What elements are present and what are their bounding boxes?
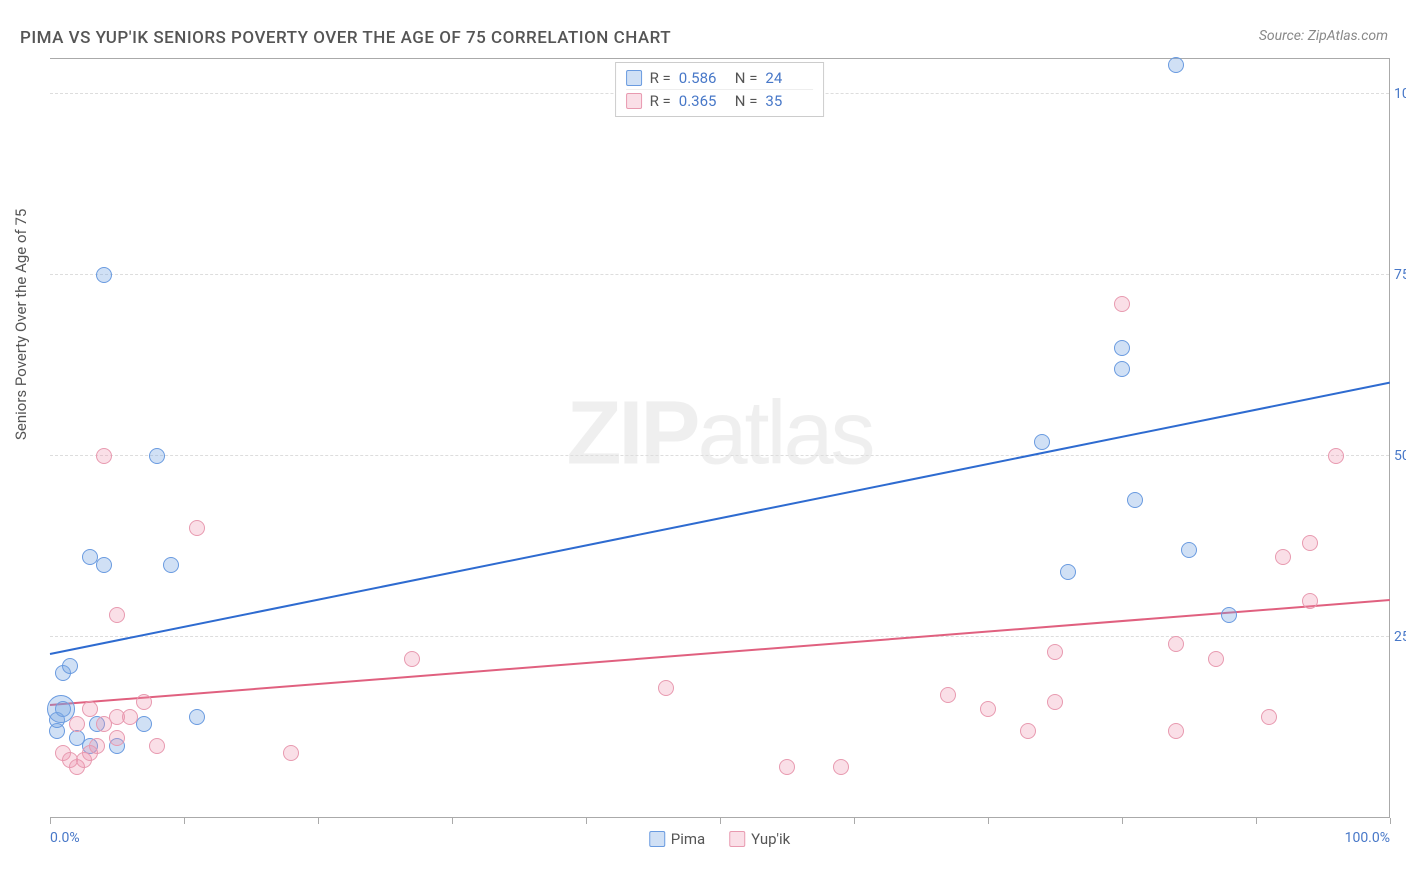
- data-point-yupik: [404, 651, 420, 667]
- watermark: ZIPatlas: [566, 382, 872, 485]
- chart-title: PIMA VS YUP'IK SENIORS POVERTY OVER THE …: [20, 28, 671, 48]
- legend-n-label: N =: [735, 92, 758, 110]
- watermark-light: atlas: [697, 383, 872, 483]
- x-tick: [50, 818, 51, 824]
- gridline-horizontal: [50, 455, 1389, 456]
- data-point-pima: [1114, 361, 1130, 377]
- data-point-yupik: [69, 716, 85, 732]
- legend-stats-row: R = 0.586 N = 24: [626, 67, 814, 89]
- legend-swatch-yupik: [729, 831, 745, 847]
- data-point-yupik: [109, 730, 125, 746]
- legend-stats: R = 0.586 N = 24 R = 0.365 N = 35: [615, 62, 825, 117]
- x-tick: [1122, 818, 1123, 824]
- trendline-yupik: [50, 599, 1390, 706]
- legend-swatch-pima: [649, 831, 665, 847]
- watermark-bold: ZIP: [566, 383, 697, 483]
- data-point-yupik: [658, 680, 674, 696]
- x-tick: [1256, 818, 1257, 824]
- legend-r-value: 0.586: [679, 69, 727, 87]
- legend-item-yupik: Yup'ik: [729, 830, 790, 848]
- data-point-yupik: [1168, 723, 1184, 739]
- data-point-pima: [96, 557, 112, 573]
- x-tick-label: 0.0%: [50, 830, 80, 846]
- data-point-yupik: [89, 738, 105, 754]
- legend-n-label: N =: [735, 69, 758, 87]
- legend-r-value: 0.365: [679, 92, 727, 110]
- y-tick-label: 100.0%: [1394, 86, 1406, 102]
- source-attribution: Source: ZipAtlas.com: [1259, 28, 1388, 44]
- legend-swatch-pima: [626, 70, 642, 86]
- legend-n-value: 35: [765, 92, 813, 110]
- data-point-yupik: [1208, 651, 1224, 667]
- correlation-chart: PIMA VS YUP'IK SENIORS POVERTY OVER THE …: [0, 0, 1406, 892]
- y-tick-label: 25.0%: [1394, 629, 1406, 645]
- data-point-yupik: [940, 687, 956, 703]
- data-point-yupik: [1114, 296, 1130, 312]
- data-point-pima: [1181, 542, 1197, 558]
- data-point-yupik: [1302, 593, 1318, 609]
- data-point-yupik: [189, 520, 205, 536]
- x-tick: [586, 818, 587, 824]
- data-point-yupik: [82, 701, 98, 717]
- gridline-horizontal: [50, 636, 1389, 637]
- data-point-yupik: [1047, 644, 1063, 660]
- data-point-yupik: [283, 745, 299, 761]
- data-point-yupik: [1302, 535, 1318, 551]
- legend-item-pima: Pima: [649, 830, 705, 848]
- data-point-yupik: [1261, 709, 1277, 725]
- data-point-yupik: [1020, 723, 1036, 739]
- legend-r-label: R =: [650, 69, 671, 87]
- data-point-yupik: [1275, 549, 1291, 565]
- data-point-pima: [96, 267, 112, 283]
- gridline-horizontal: [50, 274, 1389, 275]
- legend-swatch-yupik: [626, 93, 642, 109]
- data-point-pima: [1221, 607, 1237, 623]
- legend-r-label: R =: [650, 92, 671, 110]
- x-tick: [452, 818, 453, 824]
- data-point-pima: [189, 709, 205, 725]
- x-tick: [720, 818, 721, 824]
- data-point-pima: [1168, 57, 1184, 73]
- x-tick: [854, 818, 855, 824]
- data-point-yupik: [779, 759, 795, 775]
- data-point-yupik: [136, 694, 152, 710]
- data-point-yupik: [109, 607, 125, 623]
- legend-label: Yup'ik: [751, 830, 790, 848]
- data-point-yupik: [149, 738, 165, 754]
- plot-area: ZIPatlas R = 0.586 N = 24 R = 0.365 N = …: [50, 58, 1390, 818]
- x-tick: [988, 818, 989, 824]
- data-point-yupik: [833, 759, 849, 775]
- y-tick-label: 50.0%: [1394, 448, 1406, 464]
- data-point-pima: [1060, 564, 1076, 580]
- legend-series: Pima Yup'ik: [649, 830, 791, 848]
- x-tick: [184, 818, 185, 824]
- x-tick: [1390, 818, 1391, 824]
- data-point-yupik: [1168, 636, 1184, 652]
- x-tick: [318, 818, 319, 824]
- x-tick-label: 100.0%: [1345, 830, 1390, 846]
- data-point-pima: [1127, 492, 1143, 508]
- data-point-yupik: [96, 448, 112, 464]
- data-point-yupik: [1328, 448, 1344, 464]
- y-axis-label: Seniors Poverty Over the Age of 75: [12, 209, 30, 440]
- data-point-pima: [163, 557, 179, 573]
- data-point-pima: [62, 658, 78, 674]
- data-point-pima: [149, 448, 165, 464]
- legend-n-value: 24: [765, 69, 813, 87]
- data-point-yupik: [980, 701, 996, 717]
- y-tick-label: 75.0%: [1394, 267, 1406, 283]
- data-point-yupik: [122, 709, 138, 725]
- data-point-pima: [1034, 434, 1050, 450]
- data-point-yupik: [1047, 694, 1063, 710]
- data-point-pima: [1114, 340, 1130, 356]
- legend-stats-row: R = 0.365 N = 35: [626, 89, 814, 112]
- legend-label: Pima: [671, 830, 705, 848]
